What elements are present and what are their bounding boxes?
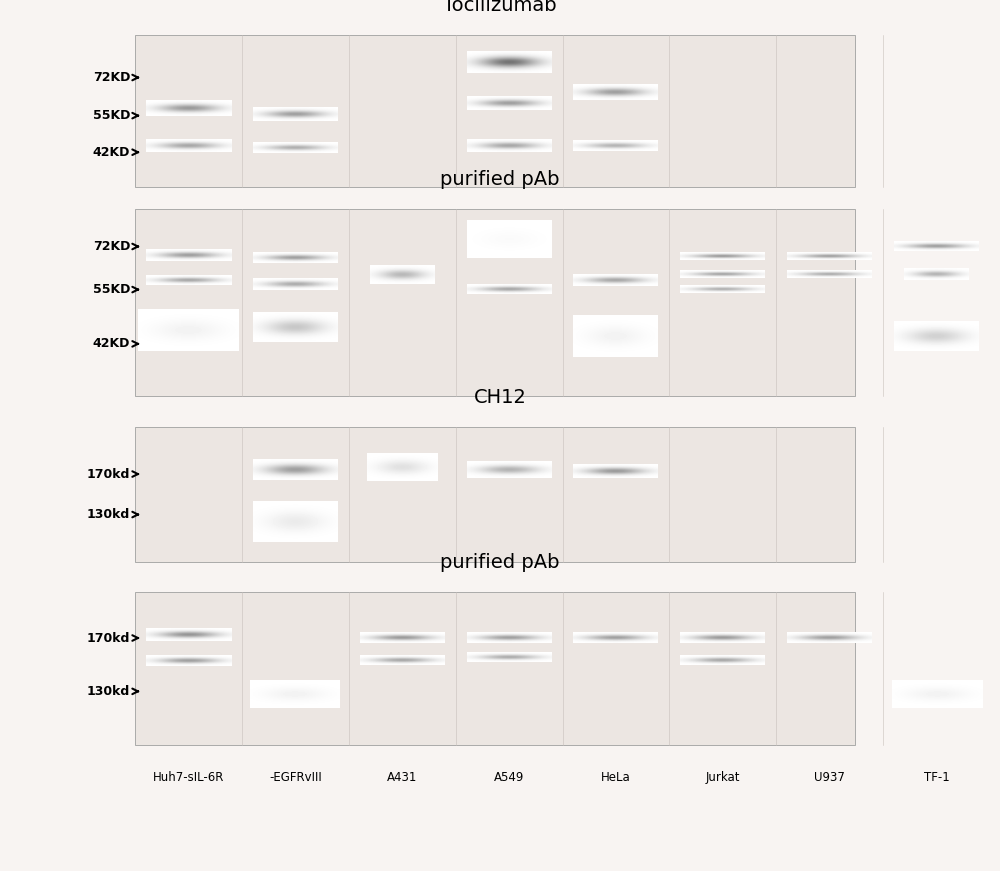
Text: TF-1: TF-1 — [924, 771, 949, 784]
Text: 130kd: 130kd — [87, 508, 130, 521]
Text: 42KD: 42KD — [93, 145, 130, 159]
Text: purified pAb: purified pAb — [440, 553, 560, 572]
Text: 130kd: 130kd — [87, 685, 130, 698]
Text: 170kd: 170kd — [87, 468, 130, 481]
Text: CH12: CH12 — [474, 388, 526, 407]
Text: purified pAb: purified pAb — [440, 170, 560, 189]
Text: -EGFRvIII: -EGFRvIII — [269, 771, 322, 784]
Bar — [135, 209, 855, 396]
Text: HeLa: HeLa — [601, 771, 631, 784]
Text: Tocilizumab: Tocilizumab — [443, 0, 557, 15]
Text: 42KD: 42KD — [93, 337, 130, 350]
Text: 55KD: 55KD — [93, 109, 130, 122]
Text: 55KD: 55KD — [93, 283, 130, 296]
Text: A431: A431 — [387, 771, 417, 784]
Text: A549: A549 — [494, 771, 524, 784]
Text: 170kd: 170kd — [87, 631, 130, 645]
Text: 72KD: 72KD — [93, 71, 130, 84]
Bar — [135, 35, 855, 187]
Bar — [135, 427, 855, 562]
Text: U937: U937 — [814, 771, 845, 784]
Text: Jurkat: Jurkat — [706, 771, 740, 784]
Text: Huh7-sIL-6R: Huh7-sIL-6R — [153, 771, 224, 784]
Text: 72KD: 72KD — [93, 240, 130, 253]
Bar — [135, 592, 855, 745]
